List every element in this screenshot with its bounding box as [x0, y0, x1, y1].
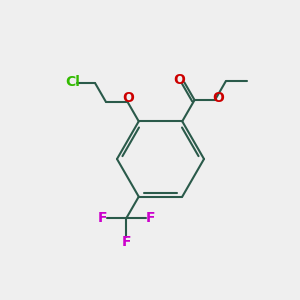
Text: F: F: [146, 211, 155, 225]
Text: F: F: [98, 211, 107, 225]
Text: O: O: [122, 91, 134, 105]
Text: F: F: [122, 235, 131, 249]
Text: Cl: Cl: [65, 75, 80, 89]
Text: O: O: [213, 91, 224, 105]
Text: O: O: [174, 73, 185, 87]
